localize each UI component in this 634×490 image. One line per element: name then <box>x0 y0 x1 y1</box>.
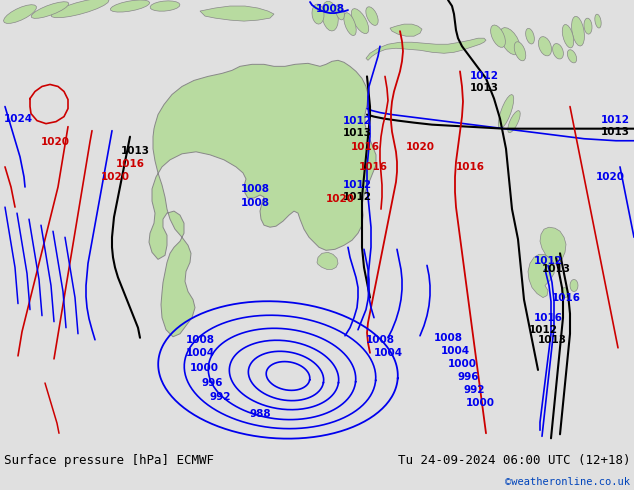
Text: 1012: 1012 <box>600 115 630 124</box>
Text: 1020: 1020 <box>101 172 129 182</box>
Polygon shape <box>351 8 369 33</box>
Polygon shape <box>110 0 150 12</box>
Polygon shape <box>312 4 324 24</box>
Polygon shape <box>538 37 552 56</box>
Polygon shape <box>540 227 566 266</box>
Text: 1004: 1004 <box>185 348 214 358</box>
Text: 1013: 1013 <box>342 128 372 138</box>
Text: 1012: 1012 <box>470 72 498 81</box>
Text: 1016: 1016 <box>351 142 380 152</box>
Text: 1020: 1020 <box>595 172 624 182</box>
Text: 1000: 1000 <box>465 398 495 408</box>
Text: 992: 992 <box>209 392 231 402</box>
Text: 988: 988 <box>249 409 271 419</box>
Text: 1020: 1020 <box>41 137 70 147</box>
Polygon shape <box>149 60 376 337</box>
Polygon shape <box>526 28 534 44</box>
Polygon shape <box>335 4 344 20</box>
Text: 1024: 1024 <box>3 114 32 123</box>
Text: 996: 996 <box>201 378 223 388</box>
Polygon shape <box>570 279 578 292</box>
Text: 996: 996 <box>457 372 479 382</box>
Text: 1008: 1008 <box>186 335 214 345</box>
Text: 1020: 1020 <box>406 142 434 152</box>
Text: 1013: 1013 <box>470 83 498 94</box>
Polygon shape <box>528 254 555 297</box>
Polygon shape <box>150 1 180 11</box>
Polygon shape <box>508 111 521 133</box>
Polygon shape <box>562 24 574 48</box>
Polygon shape <box>553 44 564 59</box>
Polygon shape <box>567 49 577 63</box>
Text: ©weatheronline.co.uk: ©weatheronline.co.uk <box>505 477 630 487</box>
Text: 1008: 1008 <box>365 335 394 345</box>
Polygon shape <box>317 252 338 270</box>
Polygon shape <box>584 18 592 34</box>
Text: 1012: 1012 <box>533 256 562 267</box>
Text: 1004: 1004 <box>441 346 470 356</box>
Text: 1013: 1013 <box>600 127 630 137</box>
Text: 1000: 1000 <box>448 359 477 369</box>
Text: 1012: 1012 <box>529 325 557 335</box>
Polygon shape <box>562 288 568 297</box>
Polygon shape <box>31 2 69 18</box>
Polygon shape <box>366 7 378 25</box>
Text: 1008: 1008 <box>240 198 269 208</box>
Text: 1013: 1013 <box>120 146 150 156</box>
Text: 1020: 1020 <box>325 194 354 204</box>
Polygon shape <box>390 24 422 36</box>
Text: 1012: 1012 <box>342 192 372 202</box>
Text: 1016: 1016 <box>358 162 387 172</box>
Polygon shape <box>572 17 585 46</box>
Text: 1012: 1012 <box>342 116 372 125</box>
Text: 1016: 1016 <box>533 313 562 323</box>
Text: Surface pressure [hPa] ECMWF: Surface pressure [hPa] ECMWF <box>4 454 214 467</box>
Polygon shape <box>344 13 356 36</box>
Text: 1016: 1016 <box>552 293 581 302</box>
Text: Tu 24-09-2024 06:00 UTC (12+18): Tu 24-09-2024 06:00 UTC (12+18) <box>398 454 630 467</box>
Polygon shape <box>4 5 36 24</box>
Text: 1004: 1004 <box>373 348 403 358</box>
Polygon shape <box>500 27 520 55</box>
Text: 1012: 1012 <box>342 180 372 190</box>
Polygon shape <box>322 1 339 31</box>
Polygon shape <box>200 6 274 21</box>
Text: 992: 992 <box>463 385 485 395</box>
Polygon shape <box>514 42 526 61</box>
Polygon shape <box>491 25 505 48</box>
Polygon shape <box>366 38 486 60</box>
Polygon shape <box>51 0 109 18</box>
Polygon shape <box>595 14 601 28</box>
Text: 1008: 1008 <box>316 4 344 14</box>
Text: 1013: 1013 <box>538 335 567 345</box>
Text: 1008: 1008 <box>434 333 462 343</box>
Polygon shape <box>498 95 514 128</box>
Text: 1016: 1016 <box>455 162 484 172</box>
Text: 1016: 1016 <box>115 159 145 169</box>
Text: 1013: 1013 <box>541 265 571 274</box>
Text: 1000: 1000 <box>190 363 219 373</box>
Text: 1008: 1008 <box>240 184 269 194</box>
